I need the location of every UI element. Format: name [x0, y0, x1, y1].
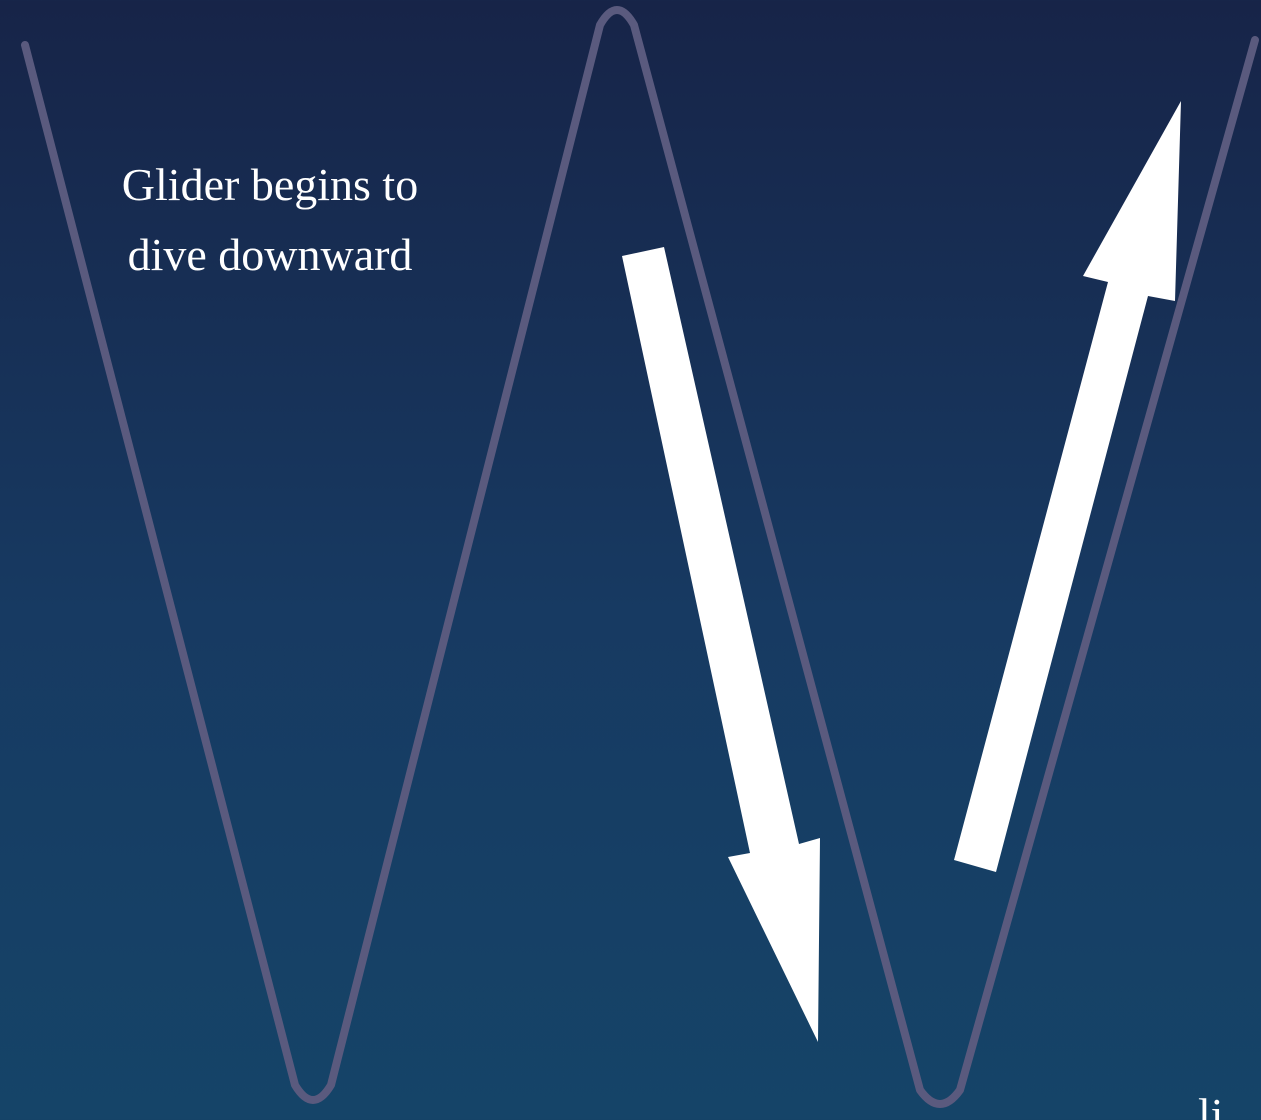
climb-arrow	[954, 101, 1181, 872]
dive-arrow	[622, 247, 820, 1042]
cropped-text-fragment: li	[1198, 1089, 1224, 1120]
diagram-caption: Glider begins to dive downward	[70, 150, 470, 290]
caption-line-2: dive downward	[127, 229, 413, 280]
glide-path-line	[21, 6, 1259, 1108]
caption-line-1: Glider begins to	[121, 159, 419, 210]
